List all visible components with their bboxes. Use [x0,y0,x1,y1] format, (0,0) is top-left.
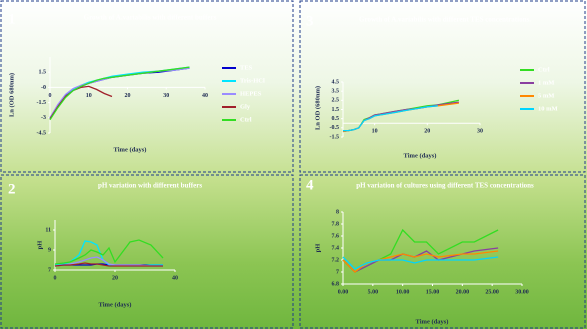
y-tick-label: 3.5 [332,89,340,95]
chart-title: pH variation of cultures using different… [356,182,534,190]
series-line [54,262,163,267]
legend-label: Ctrl [240,116,252,123]
panel-frame [299,174,586,329]
y-tick-label: -1.5 [330,134,340,140]
y-tick-label: 7.6 [332,233,340,239]
y-tick-label: 7 [48,267,51,273]
x-tick-label: 30 [477,129,483,135]
x-tick-label: 20.00 [456,289,470,295]
y-tick-label: 0.5 [332,116,340,122]
x-tick-label: 40 [172,275,178,281]
legend-label: HEPES [240,90,262,97]
y-tick-label: 1.5 [332,107,340,113]
legend-label: 5 mM [538,92,554,99]
x-axis-label: Time (days) [416,318,449,325]
y-tick-label: 9 [48,247,51,253]
series-line [342,256,499,270]
x-tick-label: 20 [424,129,430,135]
y-tick-label: 1.5 [39,70,47,76]
x-tick-label: 10 [86,93,92,99]
panel-frame [0,0,294,173]
x-tick-label: 0 [49,93,52,99]
y-tick-label: 7.2 [332,257,340,263]
x-tick-label: 30.00 [515,289,529,295]
x-tick-label: 10 [372,129,378,135]
panel-frame [299,0,586,173]
series-line [343,105,438,132]
y-tick-label: 7 [336,269,339,275]
y-tick-label: 2.5 [332,98,340,104]
y-tick-label: 7.8 [332,221,340,227]
legend-label: 10 mM [538,105,558,112]
x-tick-label: 25.00 [485,289,499,295]
x-tick-label: 10.00 [396,289,410,295]
x-tick-label: 30 [163,93,169,99]
series-line [54,239,164,265]
y-axis-label: pH [36,241,43,250]
y-tick-label: 4.5 [332,79,340,85]
y-tick-label: 6.8 [332,281,340,287]
x-tick-label: 20 [112,275,118,281]
y-tick-label: -0 [41,85,46,91]
y-tick-label: -3 [41,115,46,121]
x-axis-label: Time (days) [404,152,437,159]
panel-number: 4 [306,177,314,193]
y-axis-label: Ln OD (680nm) [314,86,321,130]
series-line [49,66,190,121]
x-tick-label: 0.00 [338,289,349,295]
x-tick-label: 20 [125,93,131,99]
x-tick-label: 5.00 [368,289,379,295]
series-line [342,102,459,133]
x-axis-label: Time (days) [99,301,132,308]
y-tick-label: -0.5 [330,125,340,131]
panel-number: 3 [306,13,314,29]
series-line [54,256,163,267]
x-tick-label: 15.00 [426,289,440,295]
chart-title: Growth of A.variabilis with different TE… [359,16,531,24]
legend-label: 1 mM [538,79,554,86]
y-tick-label: -4.5 [37,130,47,136]
y-tick-label: -1.5 [37,100,47,106]
series-line [54,240,163,267]
legend-label: TES [240,64,253,71]
series-line [342,101,459,133]
y-tick-label: 7.4 [332,245,340,251]
panel-number: 1 [8,11,16,27]
y-axis-label: pH [314,244,321,253]
y-tick-label: 11 [45,227,51,233]
chart-title: pH variation with different buffers [98,182,202,190]
x-tick-label: 0 [54,275,57,281]
legend-label: Tris-HCl [240,77,265,84]
x-axis-label: Time (days) [114,146,147,153]
legend-label: Ctrl [538,66,550,73]
x-tick-label: 40 [202,93,208,99]
y-axis-label: Ln (OD 680nm) [8,73,15,117]
legend-label: Gly [240,103,251,110]
chart-title: Growth of A.variabilis with different bu… [84,14,217,22]
panel-frame [0,174,294,329]
panel-number: 2 [8,181,16,197]
y-tick-label: 8 [336,209,339,215]
